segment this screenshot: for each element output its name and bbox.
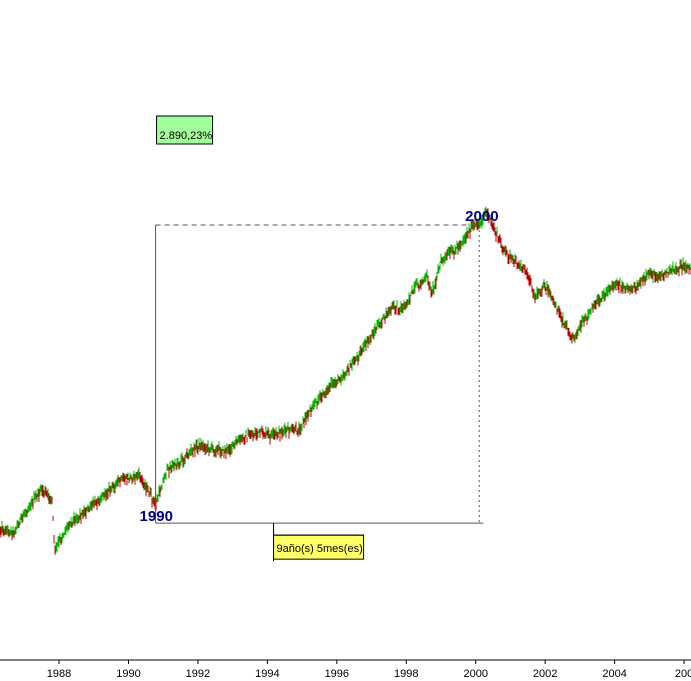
start-year-label: 1990 (140, 508, 173, 525)
x-tick-label: 1998 (394, 668, 418, 680)
x-tick-label: 1988 (47, 668, 71, 680)
x-tick-label: 2002 (533, 668, 557, 680)
span-box (273, 534, 365, 560)
x-tick-label: 200 (675, 668, 691, 680)
price-series (0, 206, 691, 555)
measurement-overlay: 2.890,23% 9año(s) 5mes(es) 1990 2000 (140, 115, 499, 562)
gain-label: 2.890,23% (160, 130, 213, 142)
peak-year-label: 2000 (465, 208, 498, 225)
x-tick-label: 1992 (186, 668, 210, 680)
x-tick-label: 2000 (463, 668, 487, 680)
x-tick-label: 1996 (325, 668, 349, 680)
x-tick-label: 1990 (116, 668, 140, 680)
x-tick-label: 1994 (255, 668, 279, 680)
gain-box (156, 115, 214, 145)
x-axis: 1988 1990 1992 1994 1996 1998 2000 2002 2004 200 (0, 659, 691, 680)
x-tick-label: 2004 (602, 668, 626, 680)
span-label: 9año(s) 5mes(es) (277, 543, 363, 555)
